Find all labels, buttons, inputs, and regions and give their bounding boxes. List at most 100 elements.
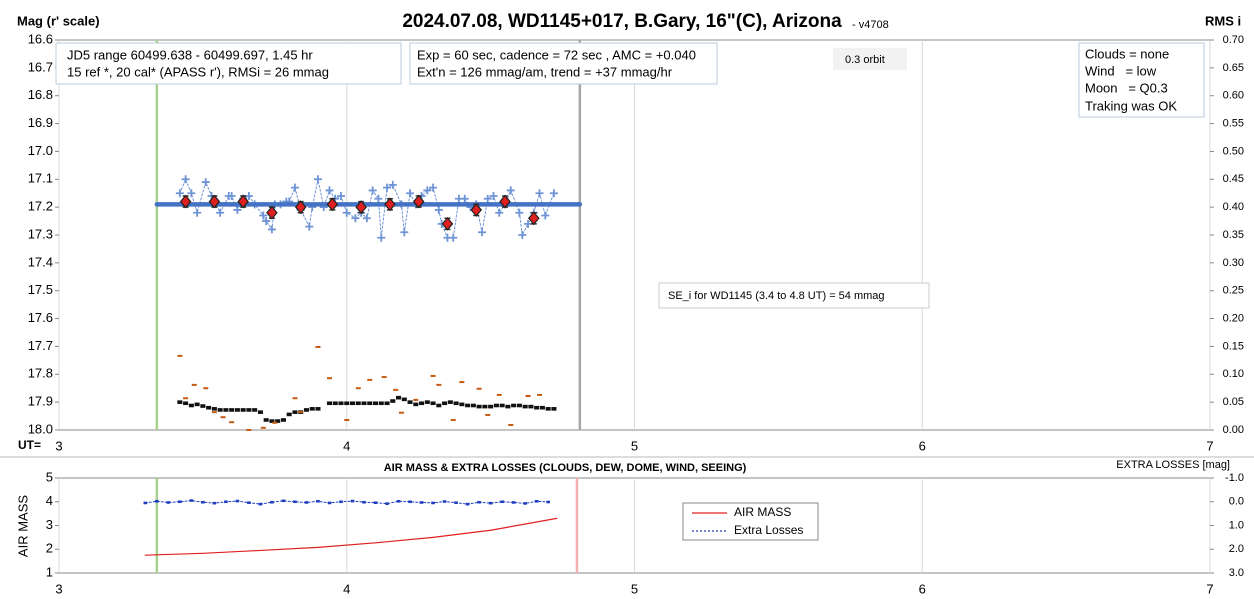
y2-axis-label: EXTRA LOSSES [mag]	[1116, 459, 1230, 471]
point	[326, 401, 333, 406]
point	[178, 500, 182, 504]
point	[303, 408, 309, 412]
point	[374, 194, 383, 203]
point	[470, 403, 476, 408]
legend	[682, 502, 819, 541]
point	[272, 421, 278, 424]
x-tick-label: 7	[1206, 581, 1213, 596]
point	[220, 416, 226, 419]
point	[545, 407, 551, 411]
point	[381, 376, 387, 379]
annotation-box	[658, 282, 930, 309]
point	[240, 408, 246, 412]
point	[206, 405, 212, 410]
point	[524, 219, 533, 228]
y-tick-label: 17.0	[28, 143, 53, 158]
chart-title: AIR MASS & EXTRA LOSSES (CLOUDS, DEW, DO…	[384, 462, 747, 474]
point	[211, 411, 217, 414]
x-tick-label: 6	[919, 438, 926, 453]
point	[436, 383, 442, 386]
y-tick-label: 16.8	[28, 87, 53, 102]
x-tick-label: 4	[343, 581, 350, 596]
point	[496, 393, 502, 396]
annotation: Ext'n = 126 mmag/am, trend = +37 mmag/hr	[417, 64, 673, 79]
point	[344, 401, 350, 406]
y-tick-label: 17.4	[28, 254, 53, 269]
point	[179, 194, 192, 209]
point	[549, 189, 558, 198]
y-axis-label: Mag (r' scale)	[17, 13, 100, 28]
annotation: Moon = Q0.3	[1085, 80, 1168, 95]
series-line	[144, 500, 549, 505]
point	[181, 175, 190, 184]
point	[454, 501, 458, 504]
point	[430, 401, 436, 406]
point	[313, 175, 322, 184]
point	[511, 403, 517, 408]
annotation-box	[1078, 42, 1205, 118]
point	[505, 404, 511, 409]
point	[441, 216, 454, 231]
point	[541, 211, 550, 220]
point	[188, 403, 194, 408]
y2-tick-label: 0.35	[1223, 229, 1244, 241]
point	[378, 401, 384, 406]
point	[309, 407, 315, 411]
point	[362, 500, 366, 504]
point	[344, 418, 350, 421]
y2-tick-label: 0.15	[1223, 340, 1244, 352]
point	[400, 228, 409, 237]
point	[442, 401, 448, 406]
point	[208, 194, 221, 209]
point	[434, 205, 443, 214]
point	[339, 500, 343, 504]
point	[485, 413, 491, 416]
point	[260, 426, 266, 429]
point	[200, 404, 206, 408]
point	[292, 397, 298, 400]
point	[493, 403, 499, 408]
y-tick-label: 17.3	[28, 226, 53, 241]
point	[315, 407, 321, 411]
point	[244, 192, 253, 200]
annotation-box	[833, 48, 907, 70]
y2-tick-label: -1.0	[1225, 472, 1244, 484]
annotation: SE_i for WD1145 (3.4 to 4.8 UT) = 54 mma…	[668, 290, 885, 302]
point	[470, 202, 483, 217]
point	[175, 189, 184, 198]
annotation-box	[409, 42, 718, 85]
point	[336, 192, 345, 200]
point	[407, 400, 413, 404]
point	[413, 402, 419, 407]
point	[211, 407, 217, 411]
annotation: JD5 range 60499.638 - 60499.697, 1.45 hr	[67, 47, 313, 62]
point	[355, 401, 361, 406]
point	[290, 183, 299, 192]
point	[280, 418, 286, 422]
point	[166, 501, 171, 504]
point	[275, 419, 281, 423]
point	[396, 499, 401, 503]
point	[229, 408, 235, 412]
y-tick-label: 17.2	[28, 199, 53, 214]
point	[298, 411, 304, 414]
point	[351, 214, 360, 223]
point	[229, 421, 235, 424]
y2-tick-label: 0.50	[1223, 145, 1244, 157]
point	[431, 501, 435, 505]
point	[233, 205, 242, 214]
point	[201, 500, 205, 504]
point	[355, 387, 361, 390]
annotation: Exp = 60 sec, cadence = 72 sec , AMC = +…	[417, 47, 696, 62]
point	[551, 407, 557, 411]
point	[183, 401, 189, 406]
point	[326, 197, 339, 212]
y-tick-label: 3	[46, 517, 53, 532]
series-line	[144, 517, 558, 556]
point	[216, 208, 225, 217]
y2-tick-label: 0.05	[1223, 396, 1244, 408]
point	[269, 419, 275, 423]
point	[508, 423, 514, 426]
point	[293, 500, 297, 504]
point	[368, 186, 377, 195]
